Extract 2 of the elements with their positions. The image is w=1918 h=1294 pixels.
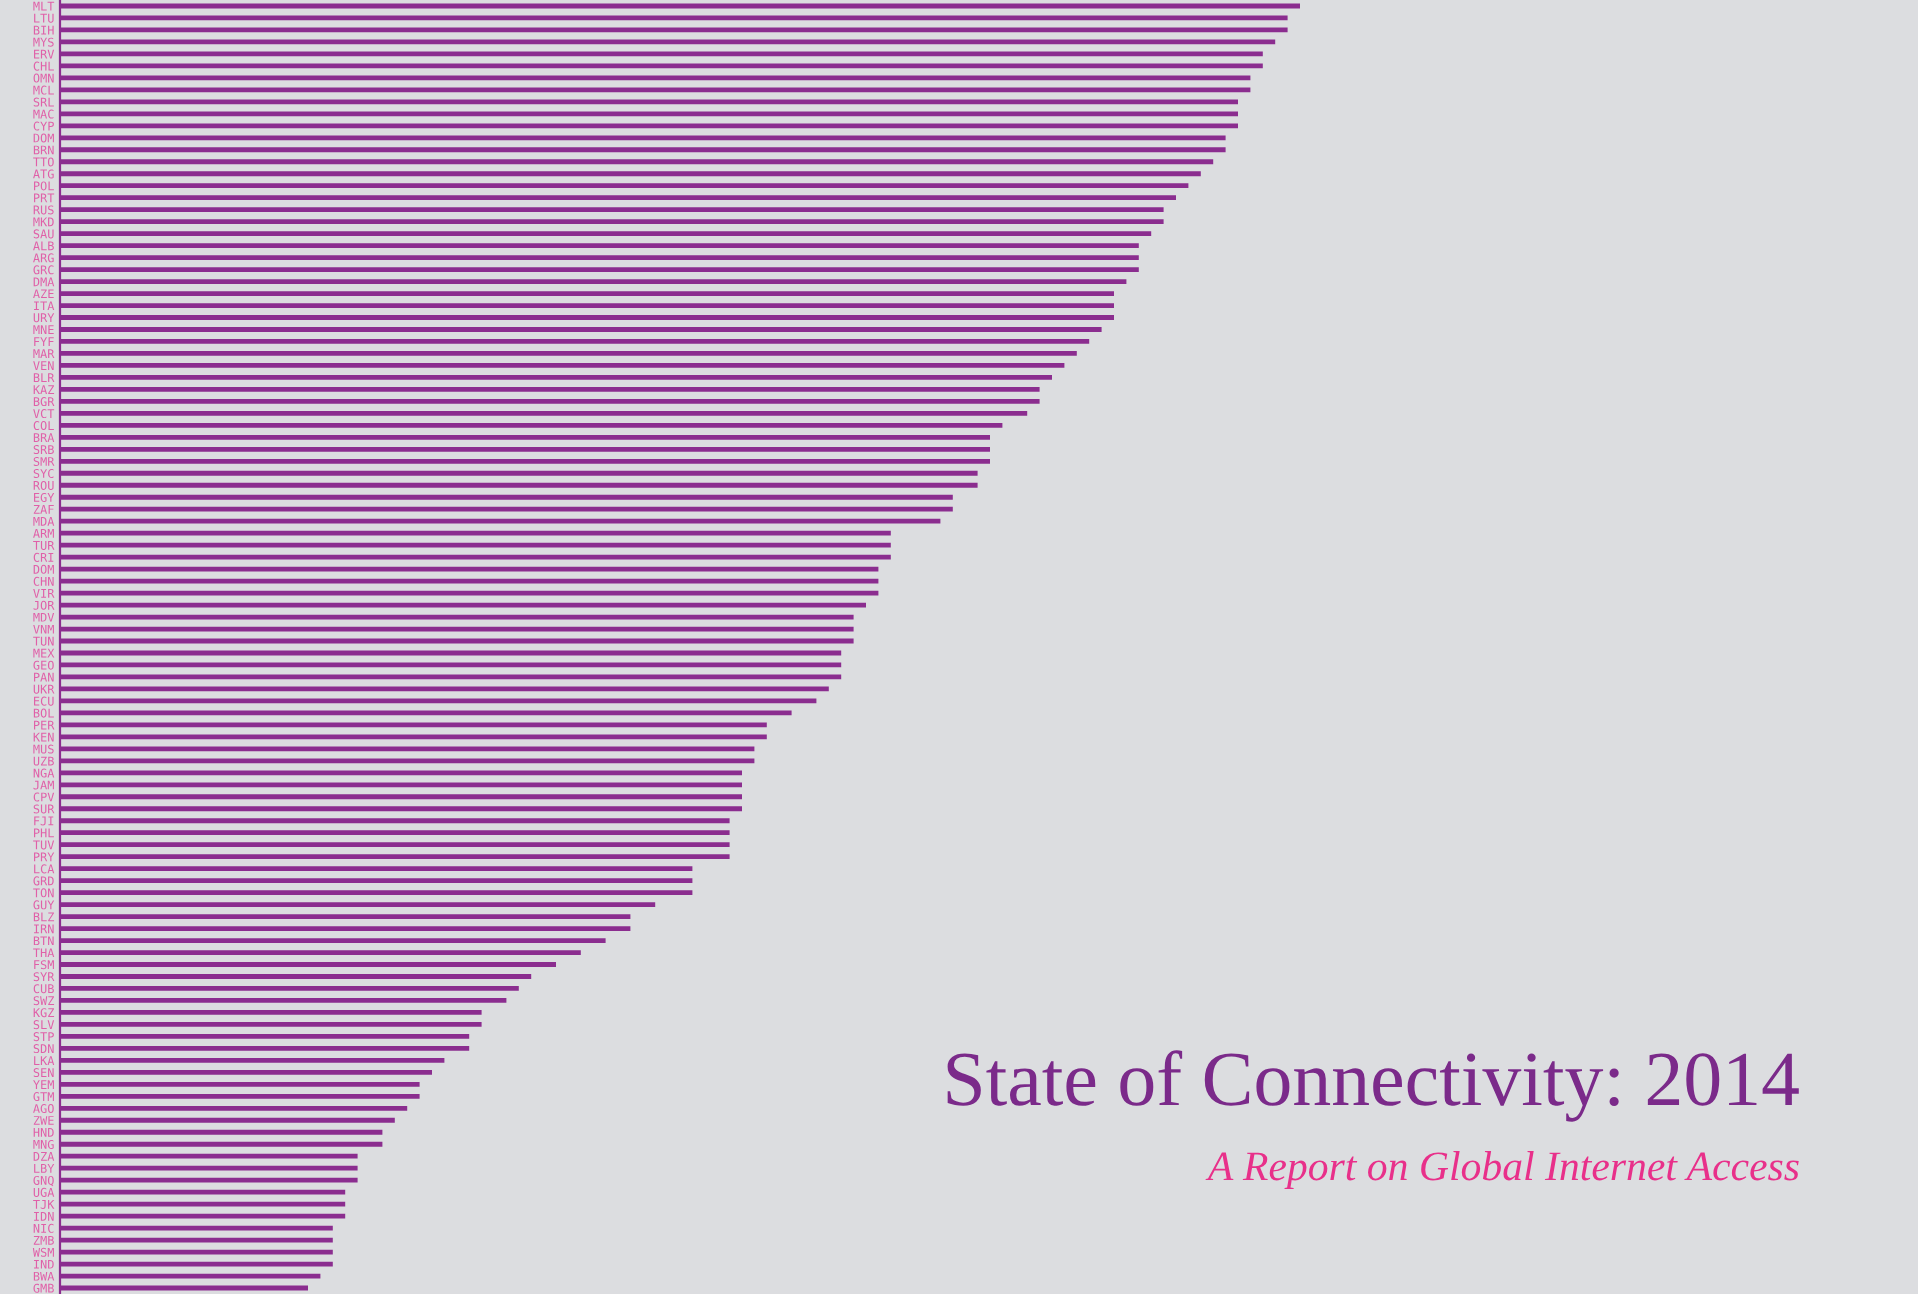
text: A Report on Global Internet Access <box>1205 1151 1799 1189</box>
text: State of Connectivity: 2014 <box>947 1050 1799 1122</box>
